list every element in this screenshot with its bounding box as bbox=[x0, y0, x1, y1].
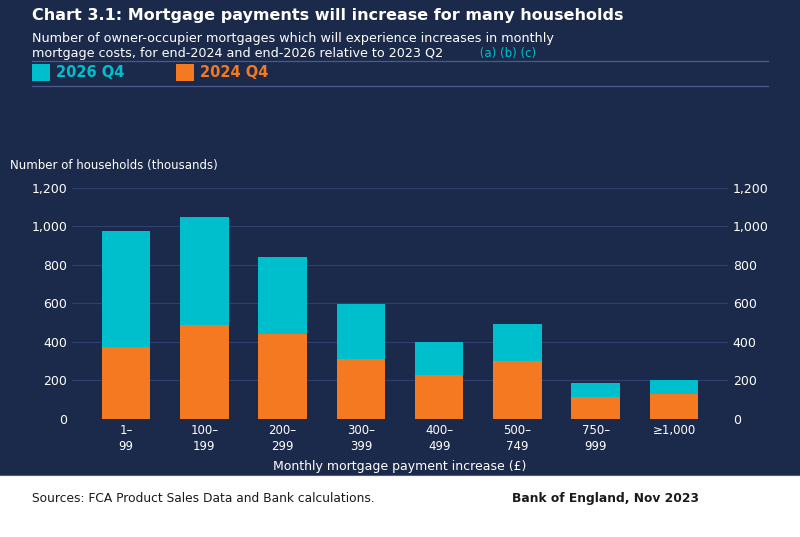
Text: Sources: FCA Product Sales Data and Bank calculations.: Sources: FCA Product Sales Data and Bank… bbox=[32, 492, 374, 505]
Bar bbox=[258, 257, 307, 334]
Bar bbox=[180, 217, 229, 324]
Bar bbox=[493, 361, 542, 419]
Bar bbox=[415, 375, 463, 419]
Text: Number of households (thousands): Number of households (thousands) bbox=[10, 159, 218, 172]
Text: Number of owner-occupier mortgages which will experience increases in monthly: Number of owner-occupier mortgages which… bbox=[32, 32, 554, 45]
Bar bbox=[337, 304, 385, 359]
Bar bbox=[650, 394, 698, 419]
Bar bbox=[571, 383, 620, 397]
X-axis label: Monthly mortgage payment increase (£): Monthly mortgage payment increase (£) bbox=[274, 460, 526, 473]
Bar bbox=[258, 334, 307, 419]
Text: Bank of England, Nov 2023: Bank of England, Nov 2023 bbox=[512, 492, 699, 505]
Bar bbox=[102, 347, 150, 419]
Text: 2026 Q4: 2026 Q4 bbox=[56, 65, 124, 80]
Text: Chart 3.1: Mortgage payments will increase for many households: Chart 3.1: Mortgage payments will increa… bbox=[32, 8, 623, 23]
Bar bbox=[337, 359, 385, 419]
Bar bbox=[493, 324, 542, 361]
Bar bbox=[571, 397, 620, 419]
Text: mortgage costs, for end-2024 and end-2026 relative to 2023 Q2: mortgage costs, for end-2024 and end-202… bbox=[32, 47, 443, 60]
Bar bbox=[180, 324, 229, 419]
Bar bbox=[102, 231, 150, 347]
Bar bbox=[415, 342, 463, 375]
Text: 2024 Q4: 2024 Q4 bbox=[200, 65, 268, 80]
Bar bbox=[650, 380, 698, 394]
Text: (a) (b) (c): (a) (b) (c) bbox=[476, 47, 536, 60]
